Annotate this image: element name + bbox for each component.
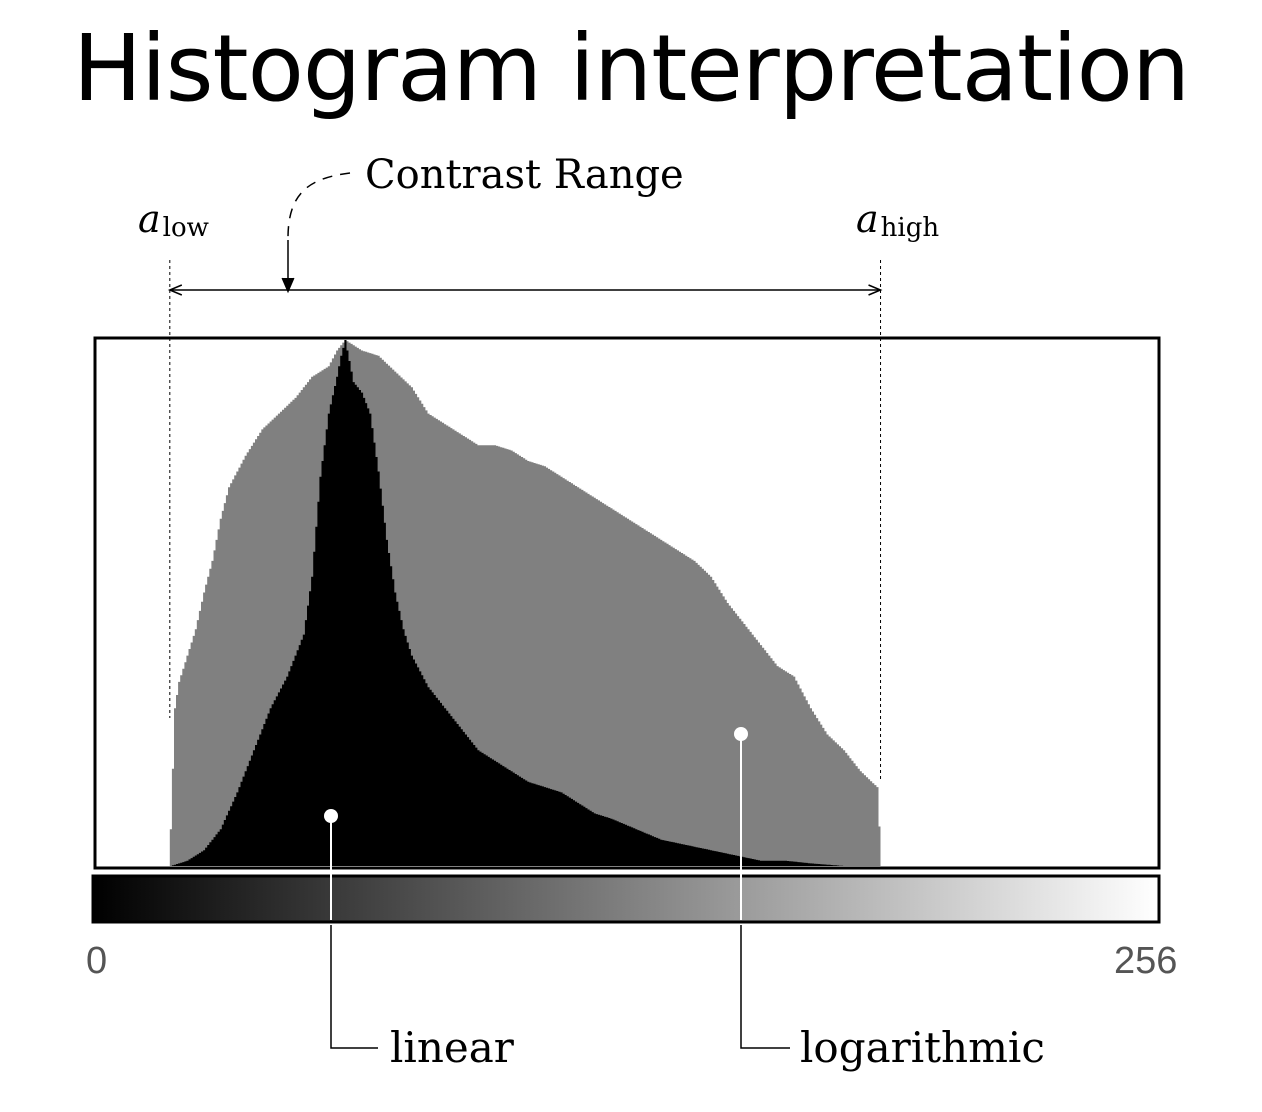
a-high-label: ahigh xyxy=(856,197,939,243)
log-callout-line-lower xyxy=(740,925,790,1049)
contrast-range-curve xyxy=(287,172,351,239)
logarithmic-callout: logarithmic xyxy=(734,727,1045,1072)
linear-callout-line-lower xyxy=(330,925,378,1049)
a-low-label: alow xyxy=(138,197,209,243)
linear-callout: linear xyxy=(324,809,515,1072)
log-callout-dot xyxy=(734,727,748,741)
contrast-range-pointer-head xyxy=(281,277,295,294)
page-title: Histogram interpretation xyxy=(72,15,1190,122)
a-low-subscript: low xyxy=(163,213,209,243)
axis-max-label: 256 xyxy=(1114,940,1177,982)
linear-label: linear xyxy=(390,1023,515,1072)
histogram-frame xyxy=(93,336,1161,870)
contrast-range-label: Contrast Range xyxy=(365,152,684,198)
axis-min-label: 0 xyxy=(86,940,107,982)
intensity-gradient-bar xyxy=(91,874,1161,924)
a-high-base: a xyxy=(856,197,879,241)
a-high-subscript: high xyxy=(881,213,940,243)
a-low-base: a xyxy=(138,197,161,241)
linear-callout-dot xyxy=(324,809,338,823)
histogram-series-linear xyxy=(169,340,887,866)
histogram-plot xyxy=(169,340,887,866)
logarithmic-label: logarithmic xyxy=(800,1023,1045,1072)
